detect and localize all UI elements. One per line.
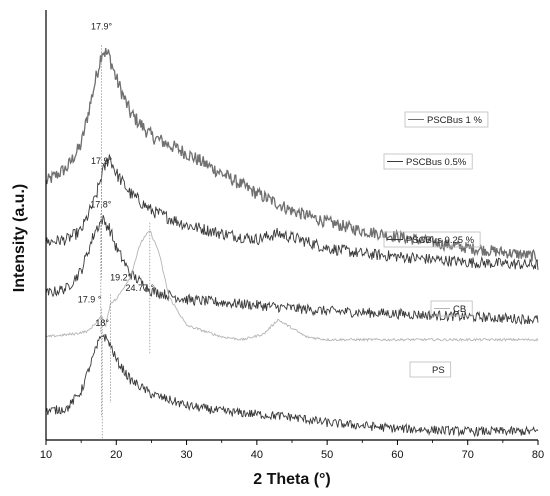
- peak-label: 17.8°: [90, 200, 112, 210]
- peak-label: 17.9 °: [78, 295, 102, 305]
- x-tick-label: 40: [251, 449, 263, 461]
- legend-layer: PSCBus 1 % PSCBus 0.5% PSCBus 0.25 % CB PS: [383, 111, 489, 378]
- y-axis-title: Intensity (a.u.): [11, 184, 28, 292]
- x-tick-label: 50: [321, 449, 333, 461]
- series-line-ps: [45, 333, 539, 438]
- legend-label: CB: [453, 304, 466, 315]
- series-line-pscbus-0-5: [45, 153, 539, 271]
- x-tick-label: 30: [180, 449, 192, 461]
- peak-label: 17.9°: [91, 21, 113, 31]
- legend-box: [383, 231, 481, 248]
- x-tick-label: 80: [532, 449, 544, 461]
- legend-box: [409, 361, 452, 378]
- x-tick-label: 10: [40, 449, 52, 461]
- legend-label: PSCBus 1 %: [427, 115, 482, 126]
- legend-box: [404, 111, 489, 128]
- annotation-layer: 17.9° 17.9° 17.8° 17.9 ° 19.2°24.77 ° 18°: [78, 21, 155, 440]
- legend-box: [383, 153, 473, 170]
- series-layer: [45, 47, 539, 438]
- legend-pscbus-1: PSCBus 1 %: [404, 111, 489, 128]
- x-tick-label: 60: [391, 449, 403, 461]
- legend-label: PS: [432, 365, 445, 376]
- x-tick-label: 20: [110, 449, 122, 461]
- x-tick-label: 70: [462, 449, 474, 461]
- x-axis-title: 2 Theta (°): [253, 471, 331, 488]
- series-line-pscbus-1: [45, 47, 539, 262]
- peak-label: 17.9°: [91, 156, 113, 166]
- axis-layer: 10 20 30 40 50 60 70 80: [40, 10, 544, 461]
- peak-label: 19.2°: [110, 272, 132, 282]
- legend-label: PSCBus 0.5%: [406, 157, 467, 168]
- peak-label: 24.77 °: [125, 283, 154, 293]
- series-line-cb: [45, 230, 539, 342]
- legend-ps: PS: [409, 361, 452, 378]
- legend-label: PSCBus 0.25 %: [406, 235, 475, 246]
- legend-cb: CB: [430, 300, 473, 317]
- legend-pscbus-0-25: PSCBus 0.25 %: [383, 231, 481, 248]
- legend-box: [430, 300, 473, 317]
- legend-pscbus-0-5: PSCBus 0.5%: [383, 153, 473, 170]
- peak-label: 18°: [95, 318, 109, 328]
- series-line-pscbus-0-25: [45, 215, 539, 326]
